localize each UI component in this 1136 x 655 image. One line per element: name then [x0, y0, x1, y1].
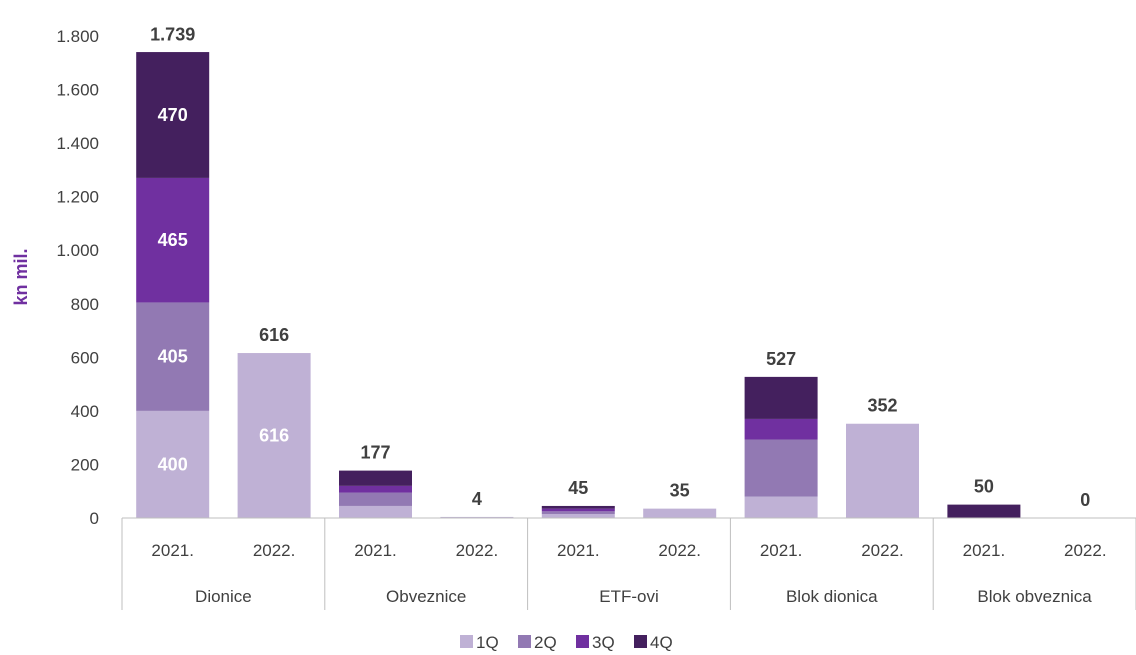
y-axis-label: kn mil. — [11, 248, 31, 305]
x-tick-label: 2022. — [456, 541, 499, 560]
segment-label: 470 — [158, 105, 188, 125]
total-label-background — [557, 474, 600, 502]
total-label-background — [349, 439, 402, 467]
segment-label: 465 — [158, 230, 188, 250]
total-label-background — [247, 322, 301, 350]
total-label: 35 — [670, 481, 690, 501]
legend: 1Q 2Q 3Q 4Q — [460, 633, 673, 652]
bar-segment-3Q — [339, 485, 412, 493]
bar-segment-1Q — [237, 353, 311, 518]
segment-label: 405 — [158, 347, 188, 367]
total-label: 4 — [472, 489, 482, 509]
bar-segment-3Q — [136, 177, 210, 303]
total-label-background — [856, 392, 909, 420]
x-tick-label: 2022. — [253, 541, 296, 560]
y-axis-ticks: 0 200 400 600 800 1.000 1.200 1.400 1.600 1.800 — [56, 27, 99, 528]
bar-segment-1Q — [440, 516, 514, 518]
x-tick-label: 2021. — [151, 541, 194, 560]
total-label: 0 — [1080, 490, 1090, 510]
y-tick-label: 1.000 — [56, 241, 99, 260]
group-label: Dionice — [195, 587, 252, 606]
y-tick-label: 0 — [90, 509, 99, 528]
x-tick-label: 2021. — [354, 541, 397, 560]
x-tick-label: 2022. — [658, 541, 701, 560]
y-tick-label: 1.600 — [56, 81, 99, 100]
bar-segment-4Q — [744, 376, 818, 419]
total-labels: 1.739 616 177 4 45 35 527 352 50 0 — [135, 21, 1101, 514]
bar-segment-1Q — [643, 508, 717, 518]
bar-segment-4Q — [136, 52, 210, 178]
legend-swatch — [518, 635, 531, 648]
bar-segment-2Q — [744, 439, 818, 497]
bar-segment-1Q — [846, 423, 919, 518]
y-tick-label: 600 — [71, 348, 99, 367]
legend-label: 2Q — [534, 633, 557, 652]
bar-segment-2Q — [136, 302, 210, 411]
y-tick-label: 1.200 — [56, 188, 99, 207]
total-label: 352 — [867, 396, 897, 416]
bars: 400 405 465 470 616 — [136, 52, 1021, 518]
bar-segment-2Q — [339, 492, 412, 506]
bar-segment-1Q — [744, 496, 818, 518]
total-label: 616 — [259, 325, 289, 345]
legend-swatch — [460, 635, 473, 648]
y-tick-label: 1.800 — [56, 27, 99, 46]
legend-label: 1Q — [476, 633, 499, 652]
bar-segment-1Q — [339, 505, 412, 518]
bar-segment-1Q — [136, 410, 210, 518]
segment-label: 616 — [259, 426, 289, 446]
total-label: 1.739 — [150, 24, 195, 44]
legend-label: 3Q — [592, 633, 615, 652]
bar-segment-3Q — [744, 418, 818, 440]
y-tick-label: 1.400 — [56, 134, 99, 153]
legend-swatch — [576, 635, 589, 648]
group-label: Blok dionica — [786, 587, 878, 606]
bar-segment-4Q — [339, 470, 412, 486]
y-tick-label: 400 — [71, 402, 99, 421]
bar-segment-2Q — [541, 511, 615, 514]
group-label: Blok obveznica — [977, 587, 1092, 606]
group-label: ETF-ovi — [599, 587, 659, 606]
x-tick-label: 2021. — [963, 541, 1006, 560]
legend-swatch — [634, 635, 647, 648]
legend-label: 4Q — [650, 633, 673, 652]
total-label-background — [135, 21, 211, 49]
x-axis: 2021. 2022. 2021. 2022. 2021. 2022. 2021. 2022.… — [121, 517, 1136, 610]
total-label-background — [754, 345, 808, 373]
bar-segment-4Q — [541, 505, 615, 509]
x-tick-label: 2022. — [1064, 541, 1107, 560]
bar-segment-1Q — [541, 513, 615, 518]
total-label: 527 — [766, 349, 796, 369]
bar-segment-3Q — [541, 508, 615, 512]
y-tick-label: 800 — [71, 295, 99, 314]
group-label: Obveznice — [386, 587, 466, 606]
x-tick-label: 2021. — [557, 541, 600, 560]
total-label-background — [461, 485, 493, 513]
total-label: 177 — [360, 443, 390, 463]
total-label: 45 — [568, 478, 588, 498]
total-label-background — [1069, 487, 1101, 514]
segment-label: 400 — [158, 454, 188, 474]
y-tick-label: 200 — [71, 455, 99, 474]
total-label-background — [658, 477, 701, 505]
total-label-background — [962, 473, 1005, 501]
x-tick-label: 2021. — [760, 541, 803, 560]
bar-segment-4Q — [947, 504, 1021, 518]
x-tick-label: 2022. — [861, 541, 904, 560]
total-label: 50 — [974, 477, 994, 497]
